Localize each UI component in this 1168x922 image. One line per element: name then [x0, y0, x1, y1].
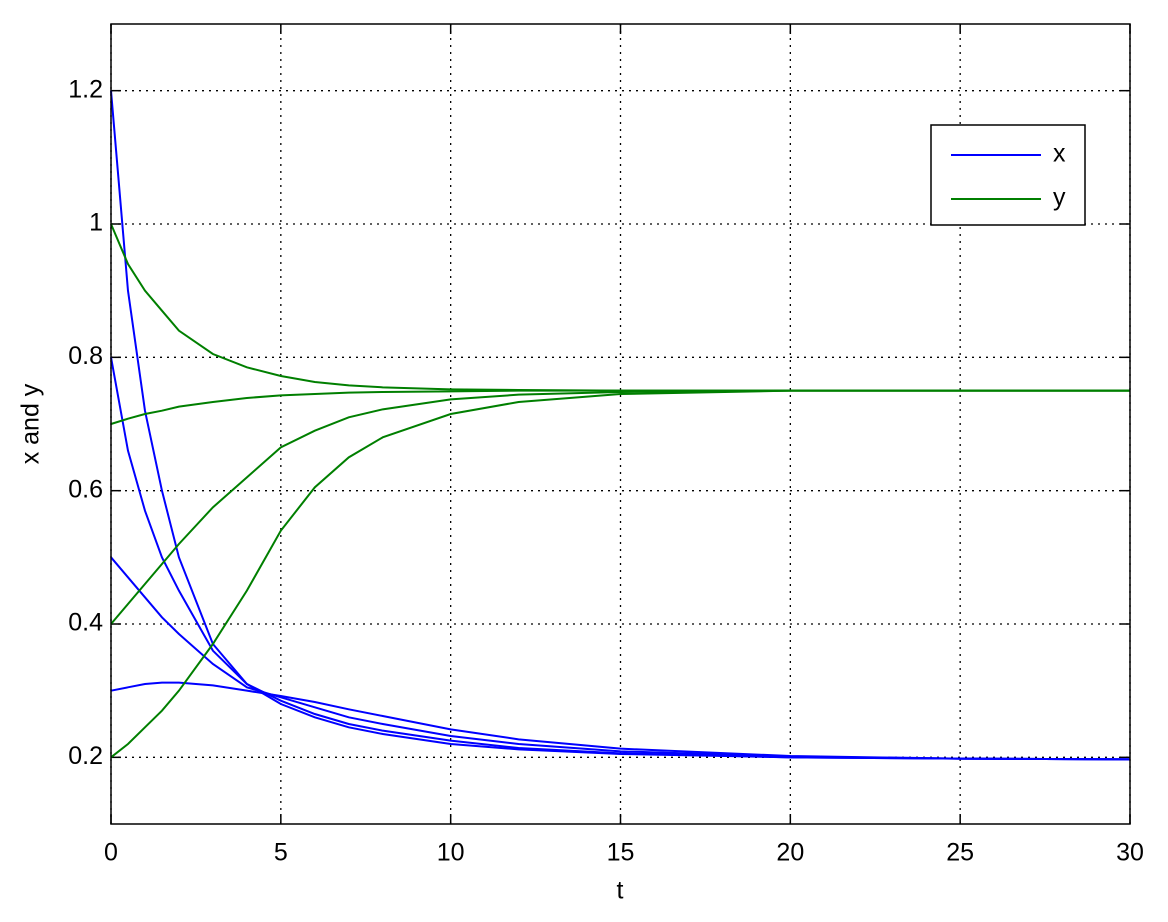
x-tick-label: 10	[437, 839, 465, 867]
y-tick-label: 0.8	[68, 342, 103, 370]
x-tick-label: 20	[776, 839, 804, 867]
data-line	[110, 389, 1130, 625]
data-line	[110, 556, 1131, 761]
x-tick-label: 15	[607, 839, 635, 867]
legend-label: y	[1053, 184, 1066, 212]
x-tick-label: 0	[104, 839, 118, 867]
y-tick-label: 1	[89, 209, 103, 237]
data-line	[110, 389, 1130, 759]
y-tick-label: 0.6	[68, 475, 103, 503]
x-tick-label: 5	[274, 839, 288, 867]
y-tick-label: 1.2	[68, 75, 103, 103]
x-tick-label: 30	[1116, 839, 1144, 867]
legend-label: x	[1053, 140, 1066, 168]
y-axis-label: x and y	[17, 383, 45, 464]
x-tick-label: 25	[946, 839, 974, 867]
x-axis-label: t	[617, 877, 624, 905]
data-line	[110, 681, 1131, 761]
y-tick-label: 0.4	[68, 609, 103, 637]
data-line	[110, 357, 1131, 761]
plot-frame	[110, 23, 1131, 825]
y-tick-label: 0.2	[68, 742, 103, 770]
legend-box	[930, 124, 1086, 226]
